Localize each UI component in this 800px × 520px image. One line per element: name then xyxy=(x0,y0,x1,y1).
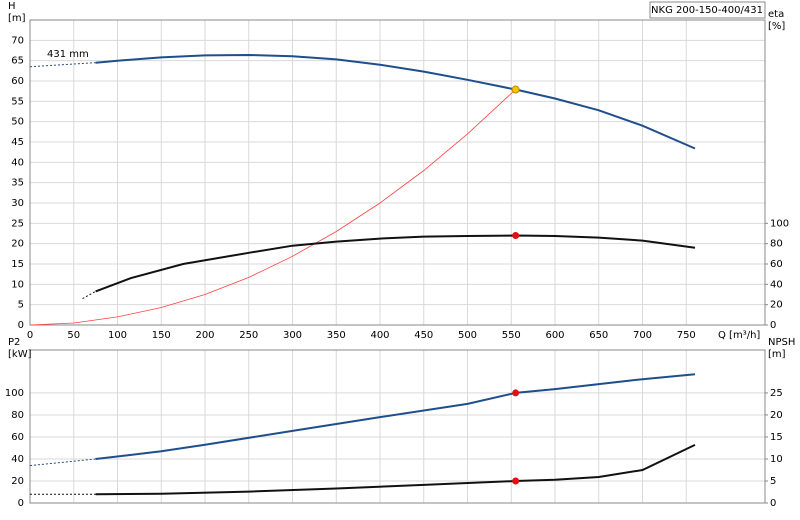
y-tick-label: 40 xyxy=(11,157,24,168)
curve xyxy=(29,89,516,326)
x-tick-label: 450 xyxy=(414,330,433,341)
duty-point xyxy=(512,389,520,397)
y-tick-label: 45 xyxy=(11,137,24,148)
y-axis-label: P2 xyxy=(8,337,20,348)
y2-tick-label: 40 xyxy=(770,279,783,290)
y2-tick-label: 20 xyxy=(770,300,783,311)
y-tick-label: 50 xyxy=(11,117,24,128)
x-axis-label: Q [m³/h] xyxy=(718,330,760,341)
y2-tick-label: 5 xyxy=(770,476,776,487)
curve xyxy=(95,234,696,293)
x-tick-label: 500 xyxy=(458,330,477,341)
y-tick-label: 40 xyxy=(11,454,24,465)
plot-frame xyxy=(29,349,766,504)
curve xyxy=(29,62,96,68)
y2-tick-label: 25 xyxy=(770,388,783,399)
y-tick-label: 70 xyxy=(11,35,24,46)
y2-axis-label: NPSH xyxy=(768,337,795,348)
y-tick-label: 100 xyxy=(5,388,24,399)
curve xyxy=(29,458,96,467)
y2-tick-label: 15 xyxy=(770,432,783,443)
x-tick-label: 550 xyxy=(502,330,521,341)
y-tick-label: 5 xyxy=(18,300,24,311)
y-tick-label: 25 xyxy=(11,218,24,229)
x-tick-label: 600 xyxy=(545,330,564,341)
x-tick-label: 350 xyxy=(327,330,346,341)
curve xyxy=(95,443,696,496)
y-tick-label: 60 xyxy=(11,76,24,87)
x-tick-label: 750 xyxy=(677,330,696,341)
y2-tick-label: 100 xyxy=(770,218,789,229)
curve-annotation: 431 mm xyxy=(47,49,89,60)
y-axis-unit: [m] xyxy=(8,13,26,24)
curve xyxy=(95,373,696,460)
curve xyxy=(95,53,696,150)
x-tick-label: 200 xyxy=(195,330,214,341)
y2-tick-label: 10 xyxy=(770,454,783,465)
y-tick-label: 10 xyxy=(11,279,24,290)
y-axis-label: H xyxy=(8,1,16,12)
y-axis-unit: [kW] xyxy=(8,349,32,360)
title-box xyxy=(649,1,766,19)
x-tick-label: 150 xyxy=(152,330,171,341)
y2-axis-label: eta xyxy=(768,9,784,20)
chart-title: NKG 200-150-400/431 xyxy=(651,5,763,16)
y2-tick-label: 60 xyxy=(770,259,783,270)
y-tick-label: 15 xyxy=(11,259,24,270)
x-tick-label: 700 xyxy=(633,330,652,341)
y2-tick-label: 0 xyxy=(770,320,776,331)
x-tick-label: 400 xyxy=(370,330,389,341)
y-tick-label: 30 xyxy=(11,198,24,209)
x-tick-label: 0 xyxy=(27,330,33,341)
y2-tick-label: 20 xyxy=(770,410,783,421)
x-tick-label: 650 xyxy=(589,330,608,341)
x-tick-label: 250 xyxy=(239,330,258,341)
y2-tick-label: 0 xyxy=(770,498,776,509)
y2-axis-unit: [m] xyxy=(768,349,786,360)
duty-point xyxy=(511,85,520,94)
y-tick-label: 60 xyxy=(11,432,24,443)
y-tick-label: 20 xyxy=(11,239,24,250)
y-tick-label: 80 xyxy=(11,410,24,421)
x-tick-label: 50 xyxy=(67,330,80,341)
y-tick-label: 20 xyxy=(11,476,24,487)
duty-point xyxy=(512,477,520,485)
y-tick-label: 65 xyxy=(11,56,24,67)
curve xyxy=(82,290,96,300)
plot-frame xyxy=(29,19,766,326)
y-tick-label: 0 xyxy=(18,498,24,509)
x-tick-label: 100 xyxy=(108,330,127,341)
duty-point xyxy=(512,232,520,240)
y-tick-label: 35 xyxy=(11,178,24,189)
y2-axis-unit: [%] xyxy=(768,21,785,32)
x-tick-label: 300 xyxy=(283,330,302,341)
y-tick-label: 55 xyxy=(11,96,24,107)
y2-tick-label: 80 xyxy=(770,239,783,250)
y-tick-label: 0 xyxy=(18,320,24,331)
